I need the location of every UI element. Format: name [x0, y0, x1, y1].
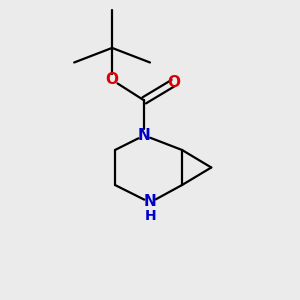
Text: H: H [145, 208, 156, 223]
Text: O: O [106, 73, 118, 88]
Text: O: O [167, 75, 180, 90]
Text: N: N [138, 128, 151, 143]
Text: N: N [144, 194, 156, 208]
